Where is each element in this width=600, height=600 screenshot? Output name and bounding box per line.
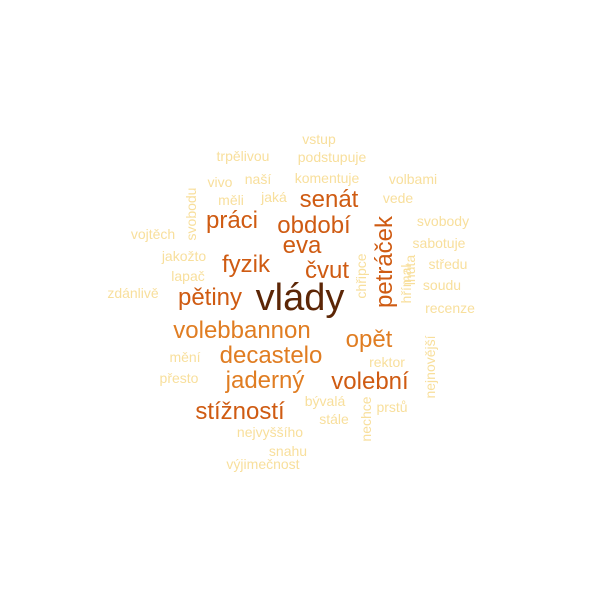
word-meli: měli (218, 192, 244, 208)
word-volebbannon: volebbannon (173, 317, 311, 344)
word-lapac: lapač (171, 268, 205, 284)
word-trpelivou: trpělivou (216, 148, 270, 164)
word-praci: práci (205, 207, 259, 234)
word-prstu: prstů (376, 399, 408, 415)
word-senat: senát (299, 186, 359, 213)
word-svobody: svobody (416, 213, 470, 229)
word-vlady: vlády (255, 277, 345, 319)
word-recenze: recenze (425, 300, 475, 316)
word-fyzik: fyzik (222, 251, 270, 278)
word-volebni: volební (331, 368, 409, 395)
word-chripce: chřipce (353, 253, 369, 299)
word-petracek: petráček (371, 215, 398, 309)
word-cvut: čvut (304, 257, 350, 284)
word-stredu: středu (428, 256, 468, 272)
word-opet: opět (345, 326, 393, 353)
word-presto: přesto (159, 370, 199, 386)
word-stale: stále (319, 411, 349, 427)
word-svobodu: svobodu (183, 187, 199, 241)
word-vyjimecnost: výjimečnost (226, 456, 300, 472)
word-petiny: pětiny (177, 284, 243, 311)
word-sabotuje: sabotuje (412, 235, 466, 251)
word-nasi: naší (244, 171, 272, 187)
word-nejvyssiho: nejvyššího (236, 424, 304, 440)
word-volbami: volbami (388, 171, 438, 187)
word-snahu: snahu (268, 443, 308, 459)
word-podstupuje: podstupuje (297, 149, 367, 165)
word-nechce: nechce (358, 396, 374, 442)
word-vojtech: vojtěch (130, 226, 176, 242)
word-jaderny: jaderný (225, 367, 305, 394)
word-jaka: jaká (261, 189, 287, 205)
word-soudu: soudu (422, 277, 462, 293)
word-komentuje: komentuje (294, 170, 360, 186)
word-stiznosti: stížností (195, 398, 285, 425)
word-vivo: vivo (207, 174, 233, 190)
word-zdanlive: zdánlivě (107, 285, 159, 301)
word-decastelo: decastelo (219, 342, 323, 369)
word-vede: vede (382, 190, 414, 206)
word-obdobi: období (277, 212, 351, 239)
word-jakozto: jakožto (161, 248, 207, 264)
word-rektor: rektor (369, 354, 405, 370)
word-meni: mění (169, 349, 201, 365)
word-vstup: vstup (302, 131, 336, 147)
word-eva: eva (282, 232, 322, 259)
word-lhuta: lhůta (402, 254, 418, 286)
word-nejnovejsi: nejnovější (422, 335, 438, 399)
word-byvala: bývalá (304, 393, 346, 409)
